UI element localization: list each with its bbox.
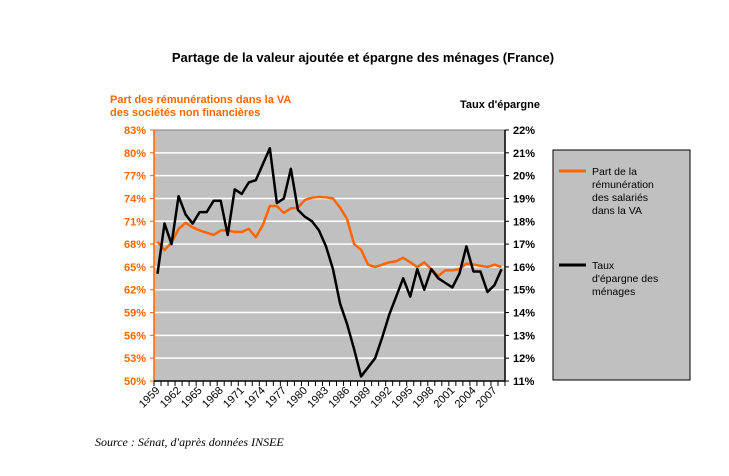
- right-tick-label: 18%: [513, 216, 535, 228]
- legend-label-share: Part de la rémunération des salariés dan…: [592, 166, 657, 217]
- left-tick-label: 53%: [124, 353, 146, 365]
- x-tick-label: 2001: [432, 385, 458, 411]
- legend: Part de la rémunération des salariés dan…: [552, 149, 691, 381]
- right-tick-label: 20%: [513, 171, 535, 183]
- x-tick-label: 1989: [347, 385, 373, 411]
- right-tick-label: 16%: [513, 262, 535, 274]
- left-tick-label: 77%: [124, 171, 146, 183]
- left-tick-label: 80%: [124, 148, 146, 160]
- right-tick-label: 11%: [513, 376, 535, 388]
- right-tick-label: 12%: [513, 353, 535, 365]
- right-tick-label: 14%: [513, 308, 535, 320]
- series-line-savings-rate: [156, 147, 503, 378]
- left-tick-label: 65%: [124, 262, 146, 274]
- left-tick-label: 56%: [124, 330, 146, 342]
- left-tick-label: 59%: [124, 308, 146, 320]
- x-tick-label: 1995: [390, 385, 416, 411]
- left-tick-label: 50%: [124, 376, 146, 388]
- x-tick-label: 1992: [368, 385, 394, 411]
- left-axis-title-line2: des sociétés non financières: [110, 107, 260, 119]
- right-tick-label: 15%: [513, 285, 535, 297]
- x-tick-label: 1965: [179, 385, 205, 411]
- series-line-wage-share: [156, 195, 502, 278]
- x-tick-label: 1980: [284, 385, 310, 411]
- left-axis-title-line1: Part des rémunérations dans la VA: [110, 94, 291, 106]
- x-tick-label: 1998: [411, 385, 437, 411]
- x-tick-label: 1971: [221, 385, 247, 411]
- x-tick-label: 1962: [158, 385, 184, 411]
- right-axis-title: Taux d'épargne: [460, 99, 540, 111]
- legend-label-savings: Taux d'épargne des ménages: [592, 260, 661, 298]
- right-tick-label: 13%: [513, 330, 535, 342]
- x-tick-label: 1968: [200, 385, 226, 411]
- left-tick-label: 83%: [124, 125, 146, 137]
- left-tick-label: 71%: [124, 216, 146, 228]
- x-tick-label: 1986: [326, 385, 352, 411]
- right-tick-label: 21%: [513, 148, 535, 160]
- x-tick-label: 2004: [453, 385, 479, 411]
- x-tick-label: 1974: [242, 385, 268, 411]
- left-tick-label: 62%: [124, 285, 146, 297]
- x-tick-label: 1977: [263, 385, 289, 411]
- x-tick-label: 1983: [305, 385, 331, 411]
- source-note: Source : Sénat, d'après données INSEE: [95, 435, 284, 449]
- right-tick-label: 22%: [513, 125, 535, 137]
- left-tick-label: 74%: [124, 193, 146, 205]
- right-tick-label: 19%: [513, 193, 535, 205]
- left-tick-label: 68%: [124, 239, 146, 251]
- x-tick-label: 1959: [137, 385, 163, 411]
- x-tick-label: 2007: [474, 385, 500, 411]
- right-tick-label: 17%: [513, 239, 535, 251]
- chart-title: Partage de la valeur ajoutée et épargne …: [172, 50, 554, 65]
